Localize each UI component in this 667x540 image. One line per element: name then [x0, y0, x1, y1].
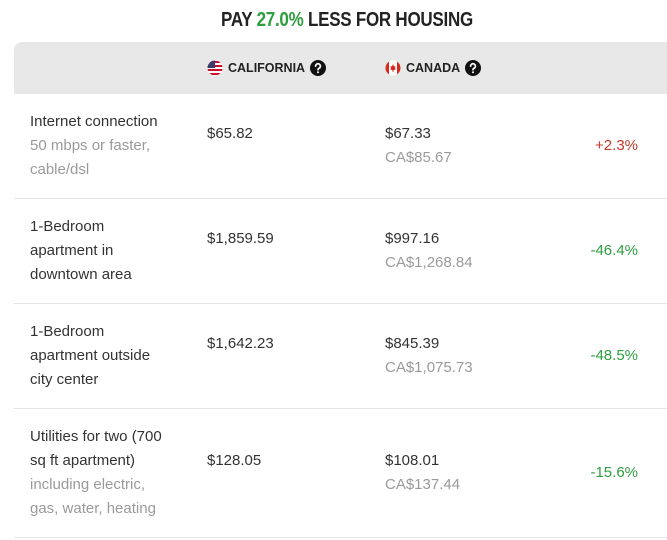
table-row: Internet connection 50 mbps or faster, c…	[14, 94, 667, 199]
canada-price: $845.39	[385, 335, 440, 352]
canada-cell: $108.01 CA$137.44	[385, 449, 535, 497]
comparison-table: CALIFORNIA CANADA In	[14, 42, 667, 538]
spacer	[207, 146, 357, 170]
help-icon[interactable]	[310, 60, 327, 76]
us-flag	[207, 60, 223, 76]
california-cell: $65.82	[207, 122, 357, 170]
canada-local-price: CA$1,268.84	[385, 254, 473, 271]
item-cell: Internet connection 50 mbps or faster, c…	[30, 110, 172, 182]
table-row: Utilities for two (700 sq ft apartment) …	[14, 409, 667, 538]
canada-local-price: CA$137.44	[385, 476, 461, 493]
canada-cell: $997.16 CA$1,268.84	[385, 227, 535, 275]
difference: -15.6%	[590, 464, 638, 481]
item-name: Internet connection	[30, 113, 158, 130]
canada-cell: $67.33 CA$85.67	[385, 122, 535, 170]
title-suffix: LESS FOR HOUSING	[307, 9, 473, 31]
column-label: CANADA	[406, 61, 461, 75]
spacer	[207, 356, 357, 380]
canada-price: $108.01	[385, 452, 440, 469]
column-california: CALIFORNIA	[207, 60, 327, 76]
item-name: 1-Bedroom apartment outside city center	[30, 323, 151, 388]
item-name: 1-Bedroom apartment in downtown area	[30, 218, 132, 283]
column-label: CALIFORNIA	[228, 61, 306, 75]
title-prefix: PAY	[221, 9, 253, 31]
california-cell: $1,642.23	[207, 332, 357, 380]
spacer	[207, 473, 357, 497]
canada-flag	[385, 60, 401, 76]
item-name: Utilities for two (700 sq ft apartment)	[30, 428, 162, 469]
difference: -46.4%	[590, 242, 638, 259]
table-row: 1-Bedroom apartment outside city center $…	[14, 304, 667, 409]
california-price: $65.82	[207, 125, 253, 142]
spacer	[207, 251, 357, 275]
item-detail: including electric, gas, water, heating	[30, 476, 156, 517]
canada-price: $997.16	[385, 230, 440, 247]
difference: +2.3%	[595, 137, 638, 154]
canada-local-price: CA$85.67	[385, 149, 452, 166]
california-cell: $1,859.59	[207, 227, 357, 275]
item-detail: 50 mbps or faster, cable/dsl	[30, 137, 151, 178]
title: PAY 27.0% LESS FOR HOUSING	[52, 9, 642, 32]
item-cell: Utilities for two (700 sq ft apartment) …	[30, 425, 172, 521]
california-price: $1,859.59	[207, 230, 274, 247]
item-cell: 1-Bedroom apartment outside city center	[30, 320, 172, 392]
canada-local-price: CA$1,075.73	[385, 359, 473, 376]
california-price: $128.05	[207, 452, 262, 469]
canada-price: $67.33	[385, 125, 431, 142]
california-cell: $128.05	[207, 449, 357, 497]
canada-cell: $845.39 CA$1,075.73	[385, 332, 535, 380]
table-row: 1-Bedroom apartment in downtown area $1,8…	[14, 199, 667, 304]
column-canada: CANADA	[385, 60, 482, 76]
table-header: CALIFORNIA CANADA	[14, 42, 667, 94]
california-price: $1,642.23	[207, 335, 274, 352]
difference: -48.5%	[590, 347, 638, 364]
title-highlight: 27.0%	[256, 9, 304, 31]
help-icon[interactable]	[465, 60, 482, 76]
item-cell: 1-Bedroom apartment in downtown area	[30, 215, 172, 287]
